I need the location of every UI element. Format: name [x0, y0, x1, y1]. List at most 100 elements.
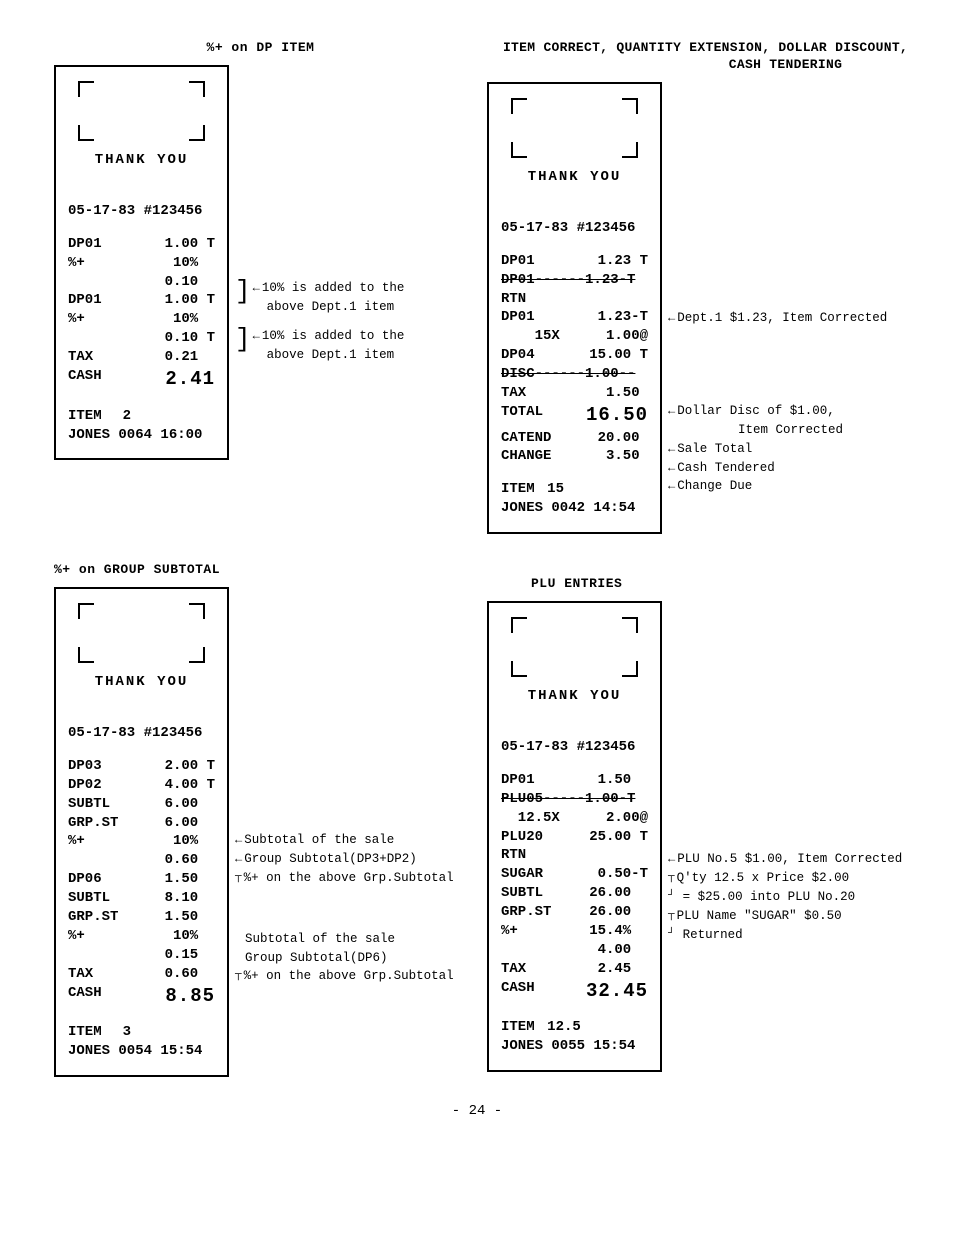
- receipt-line: 0.10 T: [68, 329, 215, 348]
- footer-item: ITEM15: [501, 480, 648, 499]
- annotation: above Dept.1 item: [267, 347, 395, 364]
- annotation: %+ on the above Grp.Subtotal: [244, 870, 454, 887]
- receipt-line: DP024.00 T: [68, 776, 215, 795]
- annotation: Sale Total: [677, 441, 752, 458]
- q3-annotations: ←Subtotal of the sale ←Group Subtotal(DP…: [235, 587, 454, 987]
- receipt-line: 15X1.00@: [501, 327, 648, 346]
- annotation: Dept.1 $1.23, Item Corrected: [677, 310, 887, 327]
- annotation: above Dept.1 item: [267, 299, 395, 316]
- receipt-line: DP011.23-T: [501, 308, 648, 327]
- annotation: Subtotal of the sale: [245, 931, 395, 948]
- q2-annotations: ←Dept.1 $1.23, Item Corrected ←Dollar Di…: [668, 82, 887, 497]
- receipt-line: DISC------1.00--: [501, 365, 648, 384]
- annotation: %+ on the above Grp.Subtotal: [244, 968, 454, 985]
- receipt-line: DP0415.00 T: [501, 346, 648, 365]
- receipt-line: %+10%: [68, 310, 215, 329]
- receipt-line: DP032.00 T: [68, 757, 215, 776]
- q4-receipt: THANK YOU 05-17-83 #123456 DP011.50 PLU0…: [487, 601, 662, 1072]
- crop-marks: [78, 81, 205, 141]
- receipt-line: CASH32.45: [501, 979, 648, 1005]
- receipt-line: %+10%: [68, 832, 215, 851]
- receipt-line: %+15.4%: [501, 922, 648, 941]
- receipt-line: SUBTL8.10: [68, 889, 215, 908]
- receipt-line: 0.15: [68, 946, 215, 965]
- footer-item: ITEM3: [68, 1023, 215, 1042]
- receipt-header: 05-17-83 #123456: [501, 738, 648, 757]
- annotation: Subtotal of the sale: [244, 832, 394, 849]
- receipt-line: DP011.50: [501, 771, 648, 790]
- receipt-line: 12.5X2.00@: [501, 809, 648, 828]
- q1-title: %+ on DP ITEM: [54, 40, 467, 55]
- receipt-line: CATEND20.00: [501, 429, 648, 448]
- annotation: Q'ty 12.5 x Price $2.00: [677, 870, 850, 887]
- receipt-line: TAX0.60: [68, 965, 215, 984]
- receipt-line: DP011.23 T: [501, 252, 648, 271]
- receipt-header: 05-17-83 #123456: [68, 724, 215, 743]
- receipt-line: GRP.ST26.00: [501, 903, 648, 922]
- annotation: Group Subtotal(DP3+DP2): [244, 851, 417, 868]
- receipt-line: TAX2.45: [501, 960, 648, 979]
- thank-you: THANK YOU: [68, 673, 215, 692]
- annotation: Item Corrected: [738, 422, 843, 439]
- footer-operator: JONES 0064 16:00: [68, 426, 215, 445]
- annotation: 10% is added to the: [262, 328, 405, 345]
- footer-item: ITEM2: [68, 407, 215, 426]
- crop-marks: [511, 98, 638, 158]
- annotation: Returned: [683, 927, 743, 944]
- receipt-header: 05-17-83 #123456: [501, 219, 648, 238]
- q2-title-b: CASH TENDERING: [487, 57, 924, 72]
- crop-marks: [511, 617, 638, 677]
- annotation: PLU Name "SUGAR" $0.50: [677, 908, 842, 925]
- receipt-line: PLU2025.00 T: [501, 828, 648, 847]
- receipt-line: GRP.ST6.00: [68, 814, 215, 833]
- crop-marks: [78, 603, 205, 663]
- receipt-line: SUGAR0.50-T: [501, 865, 648, 884]
- receipt-line: TOTAL16.50: [501, 403, 648, 429]
- annotation: Change Due: [677, 478, 752, 495]
- receipt-line: DP01------1.23-T: [501, 271, 648, 290]
- annotation: Group Subtotal(DP6): [245, 950, 388, 967]
- q1-annotations: ] ←10% is added to the above Dept.1 item…: [235, 65, 404, 376]
- footer-operator: JONES 0042 14:54: [501, 499, 648, 518]
- quadrant-q3: %+ on GROUP SUBTOTAL THANK YOU 05-17-83 …: [30, 562, 467, 1077]
- annotation: = $25.00 into PLU No.20: [683, 889, 856, 906]
- page-grid: %+ on DP ITEM THANK YOU 05-17-83 #123456…: [30, 40, 924, 1077]
- receipt-line: %+10%: [68, 927, 215, 946]
- receipt-line: DP061.50: [68, 870, 215, 889]
- receipt-line: CASH2.41: [68, 367, 215, 393]
- page-number: - 24 -: [30, 1103, 924, 1119]
- annotation: 10% is added to the: [262, 280, 405, 297]
- receipt-line: SUBTL26.00: [501, 884, 648, 903]
- annotation: PLU No.5 $1.00, Item Corrected: [677, 851, 902, 868]
- receipt-line: PLU05-----1.00-T: [501, 790, 648, 809]
- receipt-line: CHANGE3.50: [501, 447, 648, 466]
- q4-annotations: ←PLU No.5 $1.00, Item Corrected ┬Q'ty 12…: [668, 601, 902, 945]
- q3-receipt: THANK YOU 05-17-83 #123456 DP032.00 TDP0…: [54, 587, 229, 1077]
- receipt-line: DP011.00 T: [68, 235, 215, 254]
- footer-operator: JONES 0055 15:54: [501, 1037, 648, 1056]
- thank-you: THANK YOU: [68, 151, 215, 170]
- receipt-line: DP011.00 T: [68, 291, 215, 310]
- annotation: Cash Tendered: [677, 460, 775, 477]
- quadrant-q1: %+ on DP ITEM THANK YOU 05-17-83 #123456…: [30, 40, 467, 534]
- receipt-line: TAX0.21: [68, 348, 215, 367]
- receipt-line: GRP.ST1.50: [68, 908, 215, 927]
- receipt-line: TAX1.50: [501, 384, 648, 403]
- receipt-line: 0.60: [68, 851, 215, 870]
- quadrant-q2: ITEM CORRECT, QUANTITY EXTENSION, DOLLAR…: [487, 40, 924, 534]
- receipt-line: 0.10: [68, 273, 215, 292]
- receipt-line: RTN: [501, 290, 648, 309]
- q2-receipt: THANK YOU 05-17-83 #123456 DP011.23 TDP0…: [487, 82, 662, 534]
- q4-title: PLU ENTRIES: [531, 576, 924, 591]
- receipt-line: 4.00: [501, 941, 648, 960]
- footer-item: ITEM12.5: [501, 1018, 648, 1037]
- thank-you: THANK YOU: [501, 687, 648, 706]
- receipt-header: 05-17-83 #123456: [68, 202, 215, 221]
- receipt-line: %+10%: [68, 254, 215, 273]
- receipt-line: RTN: [501, 846, 648, 865]
- q2-title-a: ITEM CORRECT, QUANTITY EXTENSION, DOLLAR…: [487, 40, 924, 55]
- quadrant-q4: PLU ENTRIES THANK YOU 05-17-83 #123456 D…: [487, 562, 924, 1077]
- receipt-line: CASH8.85: [68, 984, 215, 1010]
- thank-you: THANK YOU: [501, 168, 648, 187]
- q1-receipt: THANK YOU 05-17-83 #123456 DP011.00 T%+1…: [54, 65, 229, 460]
